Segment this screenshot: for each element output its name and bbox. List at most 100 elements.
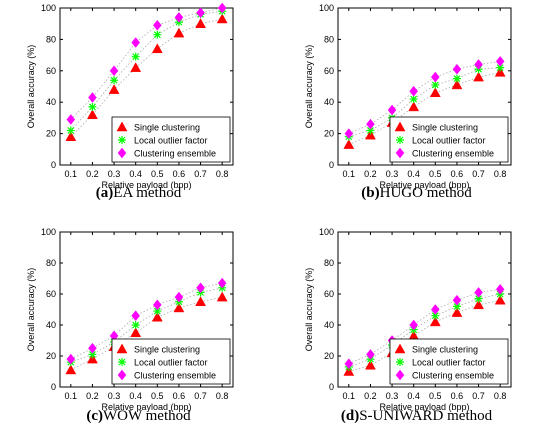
- legend-box: [389, 116, 509, 163]
- data-point: [173, 302, 185, 313]
- legend-label: Single clustering: [412, 123, 478, 133]
- y-tick-label: 100: [41, 3, 56, 13]
- x-axis-label: Relative payload (bpp): [379, 180, 469, 190]
- series-line: [348, 293, 501, 368]
- y-tick-label: 0: [51, 382, 56, 392]
- x-tick-label: 0.4: [129, 391, 142, 401]
- legend-label: Single clustering: [412, 345, 478, 355]
- y-tick-label: 0: [51, 160, 56, 170]
- data-point: [131, 321, 140, 329]
- x-tick-label: 0.5: [151, 391, 164, 401]
- legend-marker: [395, 147, 405, 159]
- data-point: [495, 283, 505, 295]
- x-axis-label: Relative payload (bpp): [101, 180, 191, 190]
- legend-label: Clustering ensemble: [412, 371, 494, 381]
- x-tick-label: 0.2: [86, 169, 99, 179]
- legend-label: Clustering ensemble: [412, 149, 494, 159]
- figure-caption: (d)S-UNIWARD method: [341, 408, 493, 424]
- x-tick-label: 0.3: [386, 391, 399, 401]
- x-tick-label: 0.7: [472, 169, 485, 179]
- data-point: [365, 129, 376, 140]
- data-point: [153, 30, 162, 39]
- legend-label: Single clustering: [134, 345, 200, 355]
- data-point: [174, 291, 184, 303]
- y-tick-label: 80: [324, 258, 334, 268]
- data-point: [366, 126, 375, 135]
- legend-marker: [394, 343, 406, 354]
- x-tick-label: 0.7: [472, 391, 485, 401]
- data-point: [65, 364, 77, 375]
- x-tick-label: 0.6: [173, 391, 186, 401]
- data-point: [452, 302, 461, 311]
- caption-tag: (b): [361, 185, 379, 201]
- data-point: [429, 316, 441, 327]
- y-tick-label: 100: [319, 3, 334, 13]
- x-tick-label: 0.8: [494, 391, 507, 401]
- data-point: [474, 294, 483, 303]
- caption-text: EA method: [113, 185, 181, 201]
- series-line: [348, 61, 501, 134]
- data-point: [216, 291, 228, 302]
- x-axis-label: Relative payload (bpp): [379, 402, 469, 412]
- data-point: [130, 62, 142, 72]
- series-line: [348, 299, 501, 372]
- x-tick-label: 0.6: [451, 169, 464, 179]
- legend-label: Local outlier factor: [134, 136, 208, 146]
- data-point: [88, 350, 97, 359]
- caption-text: HUGO method: [380, 185, 473, 201]
- data-point: [430, 304, 440, 315]
- y-tick-label: 20: [46, 351, 56, 361]
- y-tick-label: 80: [46, 258, 56, 268]
- caption-tag: (a): [96, 185, 114, 201]
- x-tick-label: 0.1: [343, 391, 356, 401]
- figure-caption: (c)WOW method: [86, 408, 191, 424]
- data-point: [153, 307, 162, 316]
- data-point: [365, 359, 376, 370]
- data-point: [88, 102, 97, 111]
- legend-label: Clustering ensemble: [134, 149, 216, 159]
- y-axis-label: Overall accuracy (%): [304, 45, 314, 129]
- y-axis-label: Overall accuracy (%): [304, 268, 314, 352]
- chart-panel-c: 0.1 0.2 0.3 0.4 0.5 0.6 0.7 0.8 0 20 40 60 80 100 Rela…: [26, 227, 234, 424]
- data-point: [451, 79, 463, 90]
- data-point: [366, 349, 375, 360]
- y-tick-label: 40: [324, 97, 334, 107]
- data-point: [387, 104, 397, 116]
- data-point: [131, 310, 141, 322]
- x-tick-label: 0.5: [151, 169, 164, 179]
- x-tick-label: 0.2: [86, 391, 99, 401]
- data-point: [452, 74, 461, 83]
- x-tick-label: 0.1: [343, 169, 356, 179]
- caption-text: S-UNIWARD method: [359, 408, 492, 424]
- caption-tag: (c): [86, 408, 103, 424]
- data-point: [110, 76, 119, 85]
- legend-label: Clustering ensemble: [134, 371, 216, 381]
- y-tick-label: 20: [324, 351, 334, 361]
- data-point: [173, 27, 185, 38]
- data-point: [87, 353, 98, 364]
- y-tick-label: 60: [46, 66, 56, 76]
- data-point: [430, 71, 440, 83]
- data-point: [366, 118, 375, 130]
- x-tick-label: 0.2: [364, 169, 377, 179]
- legend-label: Single clustering: [134, 123, 200, 133]
- data-point: [216, 13, 228, 24]
- x-tick-label: 0.4: [407, 169, 420, 179]
- data-point: [151, 43, 163, 54]
- y-tick-label: 20: [324, 129, 334, 139]
- data-point: [87, 109, 98, 120]
- data-point: [431, 311, 440, 320]
- figure-caption: (b)HUGO method: [361, 185, 472, 201]
- data-point: [429, 87, 441, 98]
- data-point: [452, 63, 462, 75]
- data-point: [66, 353, 76, 365]
- data-point: [88, 92, 97, 103]
- data-point: [152, 299, 162, 311]
- x-tick-label: 0.4: [129, 169, 142, 179]
- data-point: [130, 327, 142, 337]
- data-point: [474, 287, 483, 298]
- data-point: [408, 101, 420, 112]
- data-point: [109, 65, 119, 77]
- data-point: [431, 80, 440, 89]
